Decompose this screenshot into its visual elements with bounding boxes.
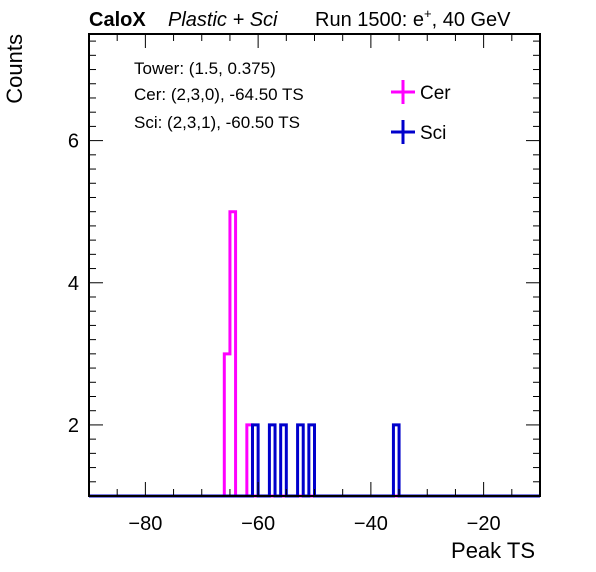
title-run-text: Run 1500: e xyxy=(315,9,424,31)
x-axis-title: Peak TS xyxy=(451,538,535,563)
y-tick-label: 6 xyxy=(68,131,79,153)
histogram-series-sci xyxy=(89,423,540,498)
legend-marker-sci xyxy=(391,120,415,144)
title-run-superscript: + xyxy=(424,6,432,21)
y-tick-label: 4 xyxy=(68,273,79,295)
title-run: Run 1500: e+, 40 GeV xyxy=(315,6,511,31)
legend: Cer Sci xyxy=(391,80,451,144)
x-tick-label: −80 xyxy=(128,513,162,535)
title-config: Plastic + Sci xyxy=(168,9,278,31)
histogram-layer xyxy=(89,210,540,498)
legend-marker-cer xyxy=(391,80,415,104)
title-experiment: CaloX xyxy=(89,9,146,31)
title-energy: , 40 GeV xyxy=(432,9,512,31)
x-tick-label: −60 xyxy=(241,513,275,535)
tick-layer: −80 −60 −40 −20 2 4 6 xyxy=(68,34,541,535)
x-tick-label: −20 xyxy=(467,513,501,535)
x-tick-label: −40 xyxy=(354,513,388,535)
info-tower: Tower: (1.5, 0.375) xyxy=(134,59,276,78)
y-tick-label: 2 xyxy=(68,415,79,437)
y-axis-title: Counts xyxy=(2,34,27,104)
legend-label-cer: Cer xyxy=(420,83,451,104)
info-sci: Sci: (2,3,1), -60.50 TS xyxy=(134,113,300,132)
legend-label-sci: Sci xyxy=(420,123,446,144)
info-cer: Cer: (2,3,0), -64.50 TS xyxy=(134,85,304,104)
